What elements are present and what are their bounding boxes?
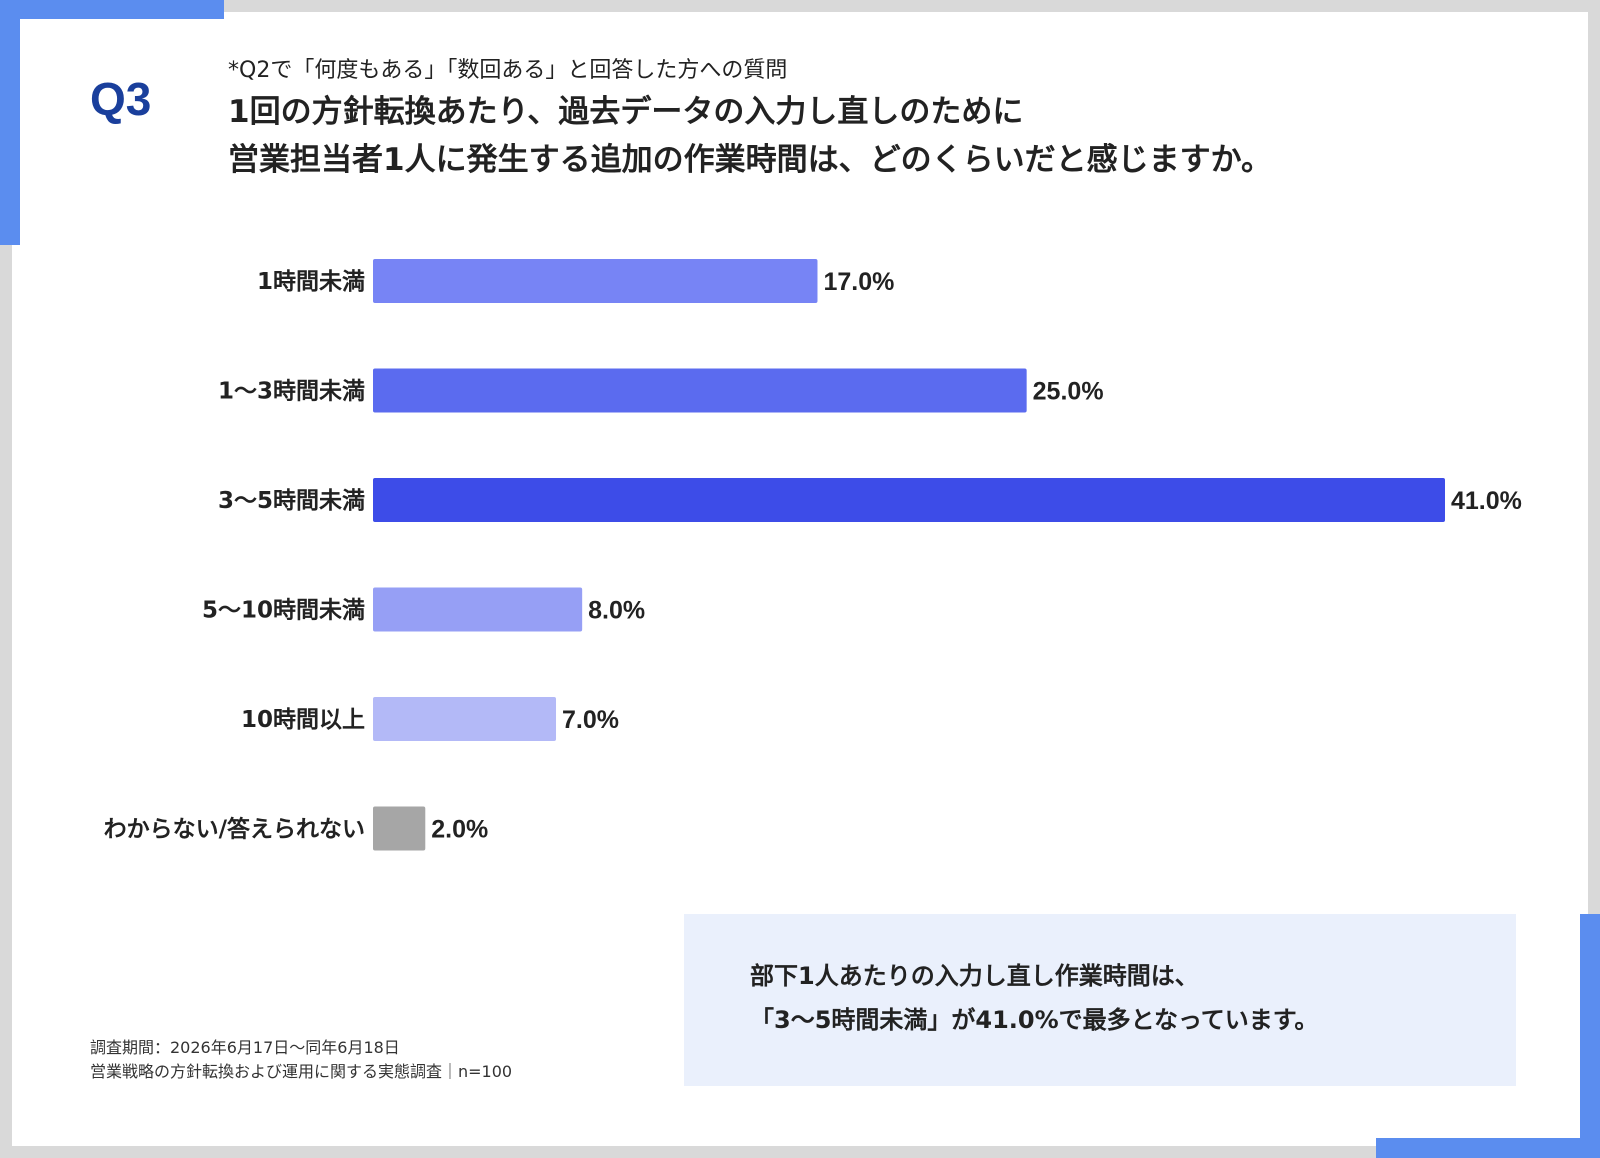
bar [373, 806, 426, 851]
question-number: Q3 [90, 73, 152, 125]
summary-note: 部下1人あたりの入力し直し作業時間は、 「3～5時間未満」が41.0%で最多とな… [684, 914, 1516, 1086]
survey-period: 調査期間：2026年6月17日～同年6月18日 [90, 1038, 400, 1057]
category-label: わからない/答えられない [104, 816, 365, 843]
summary-line2: 「3～5時間未満」が41.0%で最多となっています。 [750, 1006, 1319, 1034]
value-label: 17.0% [823, 268, 894, 296]
value-label: 8.0% [588, 597, 645, 625]
question-title-line1: 1回の方針転換あたり、過去データの入力し直しのために [228, 94, 1024, 130]
bar [373, 368, 1027, 413]
category-label: 1時間未満 [257, 269, 365, 295]
question-title: 1回の方針転換あたり、過去データの入力し直しのために 営業担当者1人に発生する追… [228, 88, 1272, 184]
bar [373, 478, 1445, 522]
corner-accent-left [0, 0, 20, 245]
category-label: 10時間以上 [241, 707, 365, 733]
value-label: 7.0% [562, 706, 619, 734]
category-label: 5～10時間未満 [202, 598, 365, 624]
corner-accent-right [1580, 914, 1600, 1158]
summary-line1: 部下1人あたりの入力し直し作業時間は、 [750, 962, 1199, 990]
bar-chart: 1時間未満 17.0% 1～3時間未満 25.0% 3～5時間未満 41.0% 5～10時間… [104, 259, 1522, 851]
bar [373, 697, 557, 741]
survey-source: 調査期間：2026年6月17日～同年6月18日 営業戦略の方針転換および運用に関… [90, 1036, 512, 1084]
question-subtitle: *Q2で「何度もある」「数回ある」と回答した方への質問 [228, 58, 788, 83]
category-label: 3～5時間未満 [218, 488, 365, 514]
corner-accent-top-left [0, 0, 224, 19]
category-label: 1～3時間未満 [218, 379, 365, 405]
value-label: 2.0% [431, 816, 488, 844]
question-title-line2: 営業担当者1人に発生する追加の作業時間は、どのくらいだと感じますか。 [228, 142, 1272, 178]
value-label: 41.0% [1451, 487, 1522, 515]
value-label: 25.0% [1033, 378, 1104, 406]
bar [373, 587, 583, 632]
corner-accent-bottom-right [1376, 1138, 1600, 1158]
bar [373, 259, 818, 303]
survey-name: 営業戦略の方針転換および運用に関する実態調査｜n=100 [90, 1062, 513, 1081]
